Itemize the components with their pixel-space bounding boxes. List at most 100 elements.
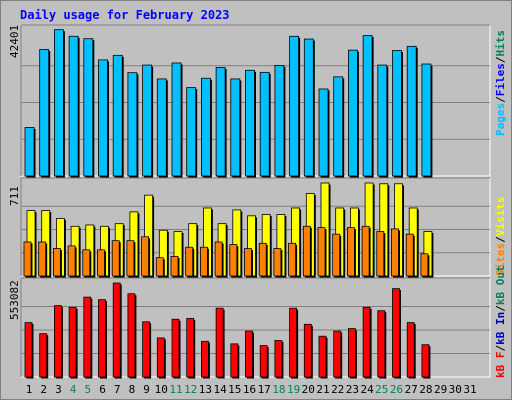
bar-sites-day-3 [53, 248, 61, 277]
bar-kbf-day-19 [289, 307, 298, 378]
x-tick-label: 20 [302, 383, 315, 396]
bar-kbf-day-8 [127, 293, 136, 378]
x-tick-label: 11 [169, 383, 182, 396]
x-tick-label: 30 [449, 383, 462, 396]
bar-pages-day-11 [171, 62, 182, 177]
bar-sites-day-9 [141, 236, 150, 277]
bar-kbf-day-6 [98, 299, 106, 378]
bar-pages-day-19 [289, 35, 300, 177]
bar-sites-day-20 [302, 225, 311, 277]
legend-hits: Hits [494, 30, 507, 57]
bar-pages-day-9 [142, 64, 153, 177]
bar-sites-day-22 [332, 233, 341, 277]
bar-kbf-day-27 [406, 322, 415, 378]
bar-pages-day-1 [24, 127, 35, 177]
x-tick-label: 14 [213, 383, 227, 396]
bar-sites-day-11 [170, 255, 179, 277]
bar-pages-day-21 [318, 88, 329, 177]
bar-pages-day-12 [186, 87, 197, 177]
bar-kbf-day-14 [215, 307, 224, 378]
bar-pages-day-16 [245, 69, 255, 177]
bar-sites-day-27 [405, 233, 414, 277]
x-tick-label: 29 [434, 383, 447, 396]
legend-mid: Sites/Visits [494, 197, 507, 277]
bar-kbf-day-11 [171, 318, 180, 378]
bot-max-label: 553082 [8, 280, 21, 320]
legend-kbf: kB F [494, 352, 507, 379]
bar-sites-day-13 [199, 246, 208, 277]
x-tick-label: 22 [331, 383, 344, 396]
bar-kbf-day-9 [142, 321, 151, 378]
bar-kbf-day-16 [245, 330, 253, 378]
legend-kbin: kB In [494, 312, 507, 345]
bar-sites-day-14 [214, 241, 223, 277]
bar-pages-day-5 [83, 38, 94, 177]
legend-kbout: kB Out [494, 265, 507, 305]
bar-kbf-day-4 [68, 306, 77, 378]
x-tick-label: 16 [243, 383, 256, 396]
bar-pages-day-18 [274, 65, 285, 177]
bar-pages-day-6 [98, 59, 108, 177]
bar-sites-day-17 [258, 242, 267, 277]
bar-pages-day-10 [156, 78, 167, 177]
legend-visits: Visits [494, 197, 507, 237]
bar-kbf-day-24 [362, 306, 371, 378]
bar-sites-day-19 [288, 242, 297, 277]
bar-kbf-day-10 [156, 337, 165, 378]
bar-pages-day-28 [421, 63, 432, 177]
x-tick-label: 28 [419, 383, 432, 396]
bar-pages-day-20 [303, 38, 314, 177]
bar-kbf-day-13 [200, 340, 209, 378]
bar-pages-day-26 [392, 50, 402, 177]
bar-sites-day-18 [273, 248, 282, 277]
legend-bot: kB F/kB In/kB Out [494, 265, 507, 378]
bar-sites-day-28 [420, 253, 429, 277]
legend-files: Files [494, 63, 507, 96]
legend-pages: Pages [494, 103, 507, 136]
bar-kbf-day-17 [259, 345, 268, 378]
bar-sites-day-1 [23, 241, 32, 277]
x-tick-label: 27 [405, 383, 418, 396]
bar-pages-day-14 [215, 67, 226, 177]
bar-sites-day-26 [391, 228, 399, 277]
bar-kbf-day-22 [333, 330, 342, 378]
bar-pages-day-3 [54, 29, 64, 177]
bar-kbf-day-26 [392, 288, 400, 378]
bar-sites-day-7 [111, 240, 120, 277]
legend-sites: Sites [494, 243, 507, 276]
bar-kbf-day-20 [303, 323, 312, 378]
x-tick-label: 10 [155, 383, 168, 396]
bar-pages-day-4 [68, 35, 79, 177]
x-tick-label: 31 [463, 383, 476, 396]
bar-pages-day-2 [39, 49, 50, 177]
x-tick-label: 23 [346, 383, 359, 396]
bar-sites-day-12 [185, 246, 194, 277]
bar-kbf-day-2 [39, 333, 48, 378]
x-tick-label: 21 [316, 383, 329, 396]
x-tick-label: 24 [360, 383, 374, 396]
top-max-label: 42401 [8, 25, 21, 58]
bar-sites-day-5 [82, 249, 91, 277]
bar-kbf-day-25 [377, 310, 386, 378]
bar-pages-day-24 [362, 35, 373, 177]
x-tick-label: 19 [287, 383, 300, 396]
bar-pages-day-13 [200, 77, 211, 177]
x-tick-label: 8 [129, 383, 136, 396]
x-tick-label: 6 [99, 383, 106, 396]
x-tick-label: 18 [272, 383, 285, 396]
bar-sites-day-4 [67, 245, 76, 277]
bar-pages-day-17 [259, 71, 270, 177]
bar-sites-day-10 [155, 257, 164, 277]
x-tick-label: 1 [26, 383, 33, 396]
bar-kbf-day-28 [421, 344, 430, 378]
bar-kbf-day-21 [318, 335, 327, 378]
x-tick-label: 26 [390, 383, 403, 396]
bar-kbf-day-3 [54, 305, 62, 378]
x-tick-label: 9 [143, 383, 150, 396]
x-tick-label: 3 [55, 383, 62, 396]
bar-sites-day-16 [244, 248, 252, 277]
bar-pages-day-23 [347, 49, 358, 177]
x-tick-label: 5 [84, 383, 91, 396]
bar-kbf-day-23 [347, 328, 356, 378]
